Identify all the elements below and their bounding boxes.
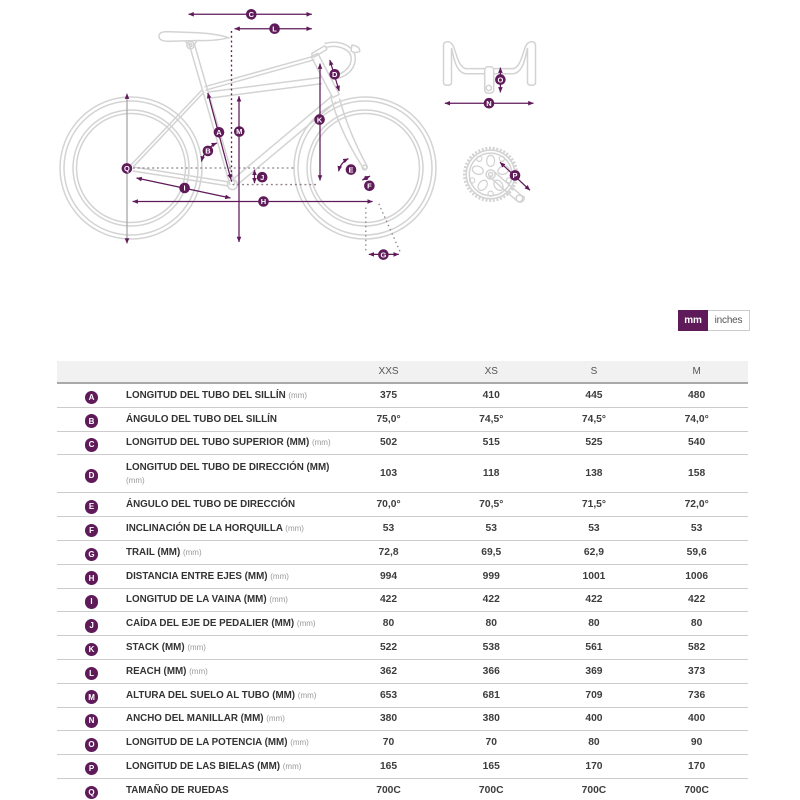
svg-text:L: L xyxy=(272,24,277,33)
svg-text:E: E xyxy=(348,165,353,174)
svg-text:K: K xyxy=(317,115,323,124)
svg-text:B: B xyxy=(205,147,211,156)
svg-text:I: I xyxy=(184,184,186,193)
svg-text:G: G xyxy=(380,250,386,259)
svg-text:H: H xyxy=(261,197,266,206)
svg-text:O: O xyxy=(497,75,503,84)
svg-text:C: C xyxy=(249,10,255,19)
svg-text:F: F xyxy=(367,182,372,191)
svg-text:J: J xyxy=(260,173,264,182)
svg-text:D: D xyxy=(332,70,338,79)
svg-text:M: M xyxy=(236,127,242,136)
svg-text:N: N xyxy=(486,99,491,108)
svg-text:Q: Q xyxy=(124,164,130,173)
svg-text:P: P xyxy=(512,171,517,180)
svg-text:A: A xyxy=(216,128,222,137)
